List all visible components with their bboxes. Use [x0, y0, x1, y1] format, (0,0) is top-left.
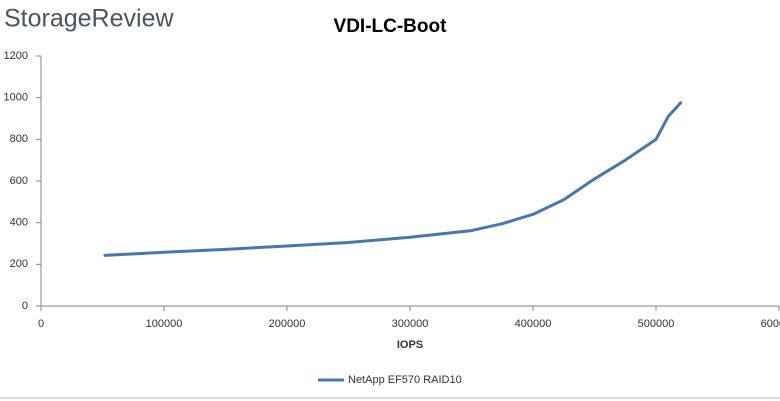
y-tick-label: 1200	[4, 50, 28, 62]
logo: StorageReview	[4, 5, 174, 33]
x-tick-label: 600000	[761, 318, 780, 330]
x-tick-label: 100000	[146, 318, 183, 330]
x-axis-label: IOPS	[397, 339, 423, 351]
chart-title: VDI-LC-Boot	[334, 16, 448, 37]
x-tick-label: 0	[38, 318, 44, 330]
x-tick-label: 500000	[638, 318, 675, 330]
data-line	[103, 101, 683, 257]
x-tick-label: 200000	[269, 318, 306, 330]
y-tick-label: 800	[10, 133, 28, 145]
legend-label: NetApp EF570 RAID10	[348, 374, 462, 386]
x-tick-label: 400000	[515, 318, 552, 330]
y-tick-label: 600	[10, 175, 28, 187]
y-tick-label: 200	[10, 258, 28, 270]
y-tick-label: 1000	[4, 92, 28, 104]
x-tick-label: 300000	[392, 318, 429, 330]
y-tick-label: 0	[22, 300, 28, 312]
y-tick-label: 400	[10, 217, 28, 229]
